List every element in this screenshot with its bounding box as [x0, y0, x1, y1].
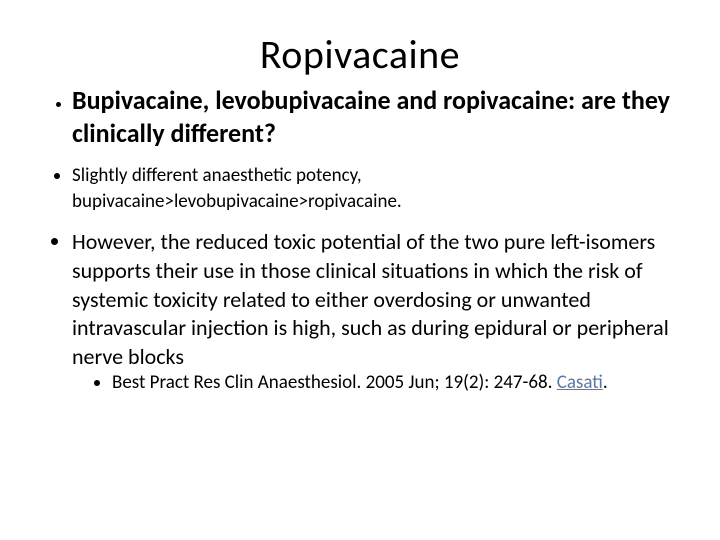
bullet-potency-line1: Slightly different anaesthetic potency, — [72, 164, 362, 187]
bullet-subheading-wrapper: Bupivacaine, levobupivacaine and ropivac… — [72, 85, 680, 149]
bullet-isomers: However, the reduced toxic potential of … — [72, 228, 680, 396]
bullet-list: Bupivacaine, levobupivacaine and ropivac… — [40, 85, 680, 396]
subheading: Bupivacaine, levobupivacaine and ropivac… — [72, 84, 680, 149]
bullet-potency: Slightly different anaesthetic potency, … — [72, 163, 680, 214]
citation-text: Best Pract Res Clin Anaesthesiol. 2005 J… — [112, 371, 557, 394]
slide: Ropivacaine Bupivacaine, levobupivacaine… — [0, 0, 720, 540]
citation-list: Best Pract Res Clin Anaesthesiol. 2005 J… — [72, 371, 680, 396]
citation-item: Best Pract Res Clin Anaesthesiol. 2005 J… — [112, 371, 680, 396]
bullet-potency-line2: bupivacaine>levobupivacaine>ropivacaine. — [72, 190, 402, 213]
citation-author-link[interactable]: Casati — [557, 371, 603, 394]
bullet-isomers-text: However, the reduced toxic potential of … — [72, 228, 669, 369]
citation-tail: . — [603, 371, 608, 394]
slide-title: Ropivacaine — [40, 30, 680, 79]
